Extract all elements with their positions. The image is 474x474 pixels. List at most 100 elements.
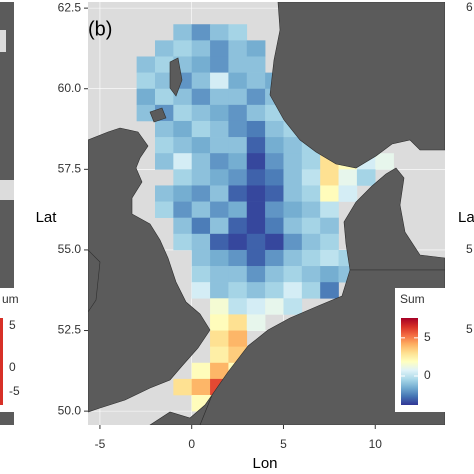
cell bbox=[191, 104, 211, 122]
denmark bbox=[343, 167, 445, 271]
cell bbox=[246, 56, 266, 73]
left-legend-box bbox=[0, 288, 14, 412]
right-fragment: 5 bbox=[466, 322, 473, 336]
cell bbox=[320, 233, 339, 251]
continent bbox=[199, 269, 445, 425]
x-tick-label: -5 bbox=[95, 437, 106, 451]
cell bbox=[191, 72, 211, 90]
cell bbox=[173, 40, 193, 57]
cell bbox=[301, 233, 321, 251]
cell bbox=[154, 72, 174, 90]
cell bbox=[320, 282, 339, 299]
cell bbox=[173, 88, 193, 106]
y-tick-label: 55.0 bbox=[58, 242, 82, 256]
cell bbox=[228, 104, 248, 122]
cell bbox=[191, 24, 211, 41]
cell bbox=[228, 88, 248, 106]
cell bbox=[210, 282, 229, 299]
cell bbox=[283, 233, 303, 251]
cell bbox=[265, 153, 284, 170]
cell bbox=[301, 217, 321, 235]
cell bbox=[173, 378, 193, 396]
cell bbox=[228, 72, 248, 90]
ireland bbox=[88, 249, 101, 313]
color-legend: Sum 0 5 bbox=[395, 288, 447, 412]
cell bbox=[173, 217, 193, 235]
cell bbox=[301, 201, 321, 218]
y-tick-label: 50.0 bbox=[58, 403, 82, 417]
cell bbox=[301, 266, 321, 283]
cell bbox=[246, 169, 266, 186]
cell bbox=[210, 24, 229, 41]
cell bbox=[283, 169, 303, 186]
left-fragment: 5 bbox=[9, 318, 16, 332]
cell bbox=[210, 314, 229, 331]
legend-title: Sum bbox=[400, 292, 425, 306]
cell bbox=[283, 137, 303, 154]
cell bbox=[338, 185, 358, 202]
cell bbox=[191, 185, 211, 202]
cell bbox=[191, 40, 211, 57]
x-tick-label: 0 bbox=[188, 437, 195, 451]
cell bbox=[320, 185, 339, 202]
cell bbox=[154, 185, 174, 202]
cell bbox=[191, 266, 211, 283]
cell bbox=[210, 249, 229, 267]
france-coast bbox=[149, 394, 213, 425]
cell bbox=[210, 217, 229, 235]
cell bbox=[356, 169, 376, 186]
cell bbox=[173, 201, 193, 218]
cell bbox=[265, 266, 284, 283]
cell bbox=[210, 201, 229, 218]
cell bbox=[228, 282, 248, 299]
cell bbox=[154, 40, 174, 57]
cell bbox=[173, 169, 193, 186]
cell bbox=[136, 104, 156, 122]
cell bbox=[246, 266, 266, 283]
cell bbox=[210, 330, 229, 347]
left-panel-sea bbox=[0, 180, 14, 200]
axes: -5 0 5 10 50.0 52.5 55.0 57.5 60.0 62.5 bbox=[58, 0, 383, 451]
cell bbox=[228, 120, 248, 138]
cell bbox=[246, 104, 266, 122]
cell bbox=[210, 346, 229, 364]
cell bbox=[210, 153, 229, 170]
cell bbox=[210, 185, 229, 202]
cell bbox=[265, 217, 284, 235]
cell bbox=[320, 249, 339, 267]
cell bbox=[136, 72, 156, 90]
cell bbox=[191, 137, 211, 154]
x-tick-label: 5 bbox=[280, 437, 287, 451]
cell bbox=[246, 282, 266, 299]
cell bbox=[283, 153, 303, 170]
cell bbox=[173, 120, 193, 138]
cell bbox=[265, 185, 284, 202]
cell bbox=[246, 298, 266, 315]
cell bbox=[154, 137, 174, 154]
cell bbox=[320, 201, 339, 218]
cell bbox=[301, 249, 321, 267]
cell bbox=[173, 233, 193, 251]
cell bbox=[136, 88, 156, 106]
cell bbox=[210, 137, 229, 154]
cell bbox=[246, 249, 266, 267]
cell bbox=[301, 282, 321, 299]
plot-panel bbox=[88, 2, 445, 425]
cell bbox=[246, 88, 266, 106]
norway bbox=[269, 2, 445, 169]
y-tick-label: 60.0 bbox=[58, 81, 82, 95]
right-fragment: 5 bbox=[466, 242, 473, 256]
cell bbox=[154, 88, 174, 106]
cell bbox=[283, 201, 303, 218]
neighbour-panel-fragments: um 5 0 -5 La 6 5 5 bbox=[2, 0, 474, 398]
cell bbox=[191, 233, 211, 251]
y-tick-label: 62.5 bbox=[58, 0, 82, 14]
cell bbox=[173, 137, 193, 154]
cell bbox=[265, 201, 284, 218]
cell bbox=[228, 249, 248, 267]
cell bbox=[283, 185, 303, 202]
cell bbox=[283, 298, 303, 315]
cell bbox=[320, 169, 339, 186]
cell bbox=[210, 266, 229, 283]
